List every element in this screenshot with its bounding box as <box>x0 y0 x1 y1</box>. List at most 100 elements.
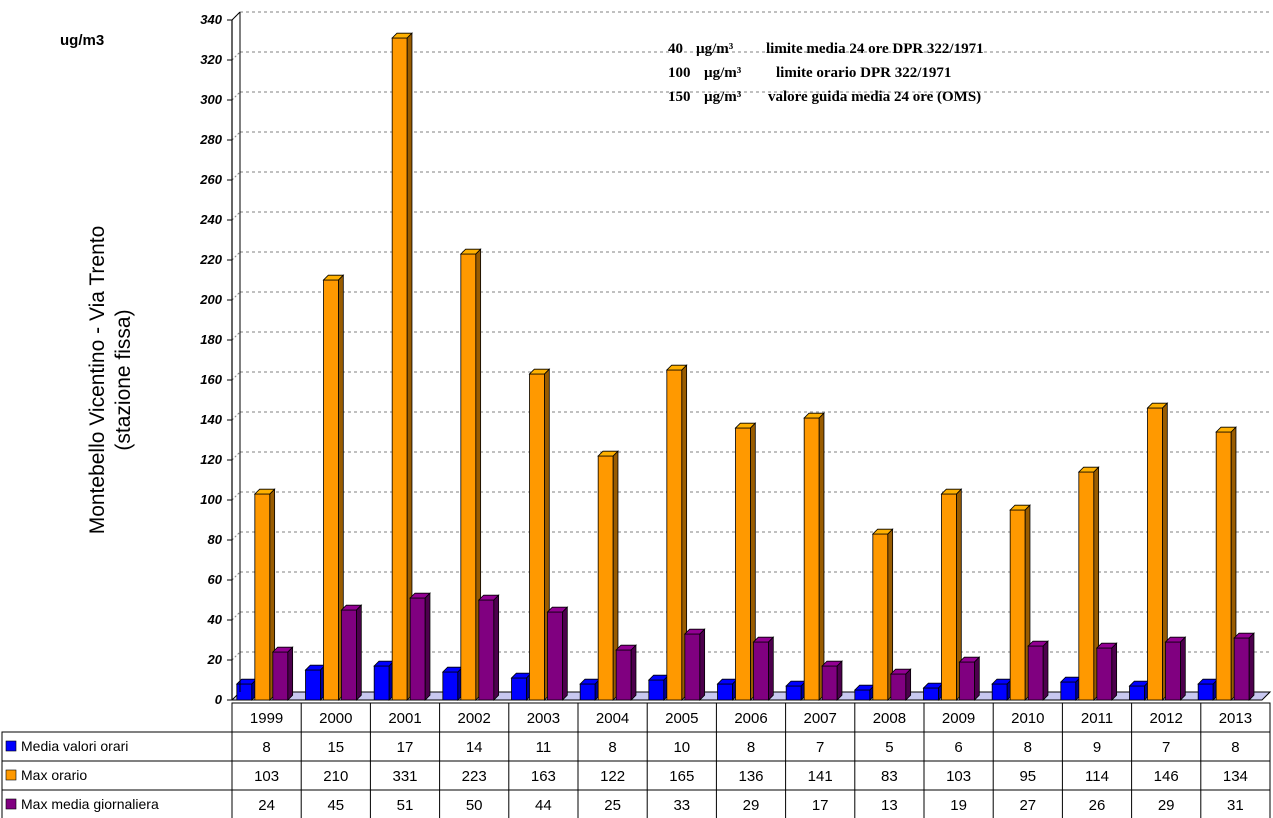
bar-2009-s2 <box>940 488 963 701</box>
bar-2012-s2 <box>1146 402 1169 701</box>
table-cell-value: 8 <box>608 739 616 756</box>
table-cell-value: 25 <box>604 797 621 814</box>
bar-2002-s3 <box>477 594 500 701</box>
bar-side <box>424 592 431 701</box>
table-year-label: 2011 <box>1081 710 1113 727</box>
annotation-value: 40 <box>668 41 683 57</box>
bar-front <box>529 373 545 701</box>
bar-front <box>272 651 289 701</box>
table-cell-value: 8 <box>747 739 755 756</box>
table-year-label: 2010 <box>1011 710 1044 727</box>
gridline-side <box>231 171 241 181</box>
gridline-side <box>231 531 241 541</box>
bar-front <box>236 683 253 701</box>
table-cell-value: 24 <box>258 797 275 814</box>
bar-front <box>923 687 939 701</box>
annotation-value: 150 <box>668 89 691 105</box>
table-year-label: 2004 <box>596 710 629 727</box>
legend-swatch <box>5 769 17 781</box>
bar-front <box>1060 681 1077 701</box>
bar-2006-s1 <box>716 678 739 701</box>
bar-front <box>854 689 871 701</box>
table-cell-value: 19 <box>950 797 967 814</box>
bar-front <box>547 611 563 701</box>
bar-front <box>409 597 426 701</box>
bar-front <box>579 683 596 701</box>
bar-side <box>1042 640 1049 701</box>
bar-front <box>442 671 459 701</box>
legend-entry: Media valori orari <box>21 738 128 754</box>
table-row <box>1 789 1271 818</box>
table-cell-value: 163 <box>531 768 556 785</box>
bar-front <box>478 599 495 701</box>
table-cell-value: 5 <box>885 739 893 756</box>
table-year-label: 2013 <box>1219 710 1252 727</box>
bar-front <box>1147 407 1163 701</box>
gridline-side <box>231 251 241 261</box>
annotation-text: limite media 24 ore DPR 322/1971 <box>766 41 984 57</box>
bar-front <box>1165 641 1181 701</box>
bar-2012-s1 <box>1128 680 1151 701</box>
y-tick-label: 220 <box>199 252 222 267</box>
gridline-side <box>231 411 241 421</box>
bar-2013-s1 <box>1197 678 1219 701</box>
bar-2009-s1 <box>922 682 945 701</box>
bar-front <box>648 679 665 701</box>
bar-front <box>1129 685 1145 701</box>
bar-front <box>1197 683 1214 701</box>
table-cell-value: 210 <box>323 768 348 785</box>
bars <box>235 32 1255 701</box>
annotations: 40 µg/m³ limite media 24 ore DPR 322/1971 1… <box>668 41 984 105</box>
table-cell-value: 13 <box>881 797 898 814</box>
bar-front <box>254 493 271 701</box>
y-tick-label: 0 <box>215 692 223 707</box>
table-cell-value: 17 <box>812 797 829 814</box>
bar-side <box>630 644 637 701</box>
table-cell-value: 26 <box>1089 797 1106 814</box>
bar-front <box>1096 647 1113 701</box>
bar-front <box>872 533 889 701</box>
y-tick-label: 20 <box>207 652 223 667</box>
bar-front <box>821 665 838 701</box>
table-row <box>1 760 1271 791</box>
y-tick-label: 280 <box>199 132 222 147</box>
table-cell-value: 44 <box>535 797 552 814</box>
bar-side <box>1111 642 1118 701</box>
bar-1999-s3 <box>271 646 294 701</box>
annotation-unit: µg/m³ <box>704 89 742 105</box>
table-cell-value: 6 <box>954 739 962 756</box>
y-tick-label: 140 <box>200 412 222 427</box>
bar-front <box>373 665 390 701</box>
table-cell-value: 103 <box>946 768 971 785</box>
gridline-side <box>231 491 241 501</box>
bar-2013-s3 <box>1233 632 1255 701</box>
table-year-label: 2012 <box>1150 710 1183 727</box>
axes <box>227 11 241 701</box>
legend-entry: Max orario <box>21 767 87 783</box>
gridline-side <box>231 371 241 381</box>
table-row <box>1 731 1271 762</box>
bar-2011-s2 <box>1077 466 1100 701</box>
bar-2006-s3 <box>752 636 775 701</box>
bar-front <box>890 673 907 701</box>
bar-2004-s1 <box>579 678 601 701</box>
bar-front <box>1009 509 1026 701</box>
bar-2000-s2 <box>322 274 345 701</box>
bar-2012-s3 <box>1164 636 1187 701</box>
bar-front <box>785 685 802 701</box>
legend-swatch <box>5 798 17 810</box>
bar-2013-s2 <box>1215 426 1237 701</box>
bar-side <box>768 636 774 701</box>
table-cell-value: 29 <box>743 797 760 814</box>
annotation-text: limite orario DPR 322/1971 <box>776 65 951 81</box>
bar-front <box>717 683 733 701</box>
table-year-label: 2001 <box>388 710 421 727</box>
gridline-side <box>231 451 241 461</box>
table-cell-value: 331 <box>392 768 417 785</box>
table-year-label: 2000 <box>319 710 352 727</box>
bar-2011-s3 <box>1095 642 1118 701</box>
table-cell-value: 8 <box>1231 739 1239 756</box>
bar-front <box>959 661 975 701</box>
bar-front <box>597 455 614 701</box>
gridline-side <box>231 291 241 301</box>
